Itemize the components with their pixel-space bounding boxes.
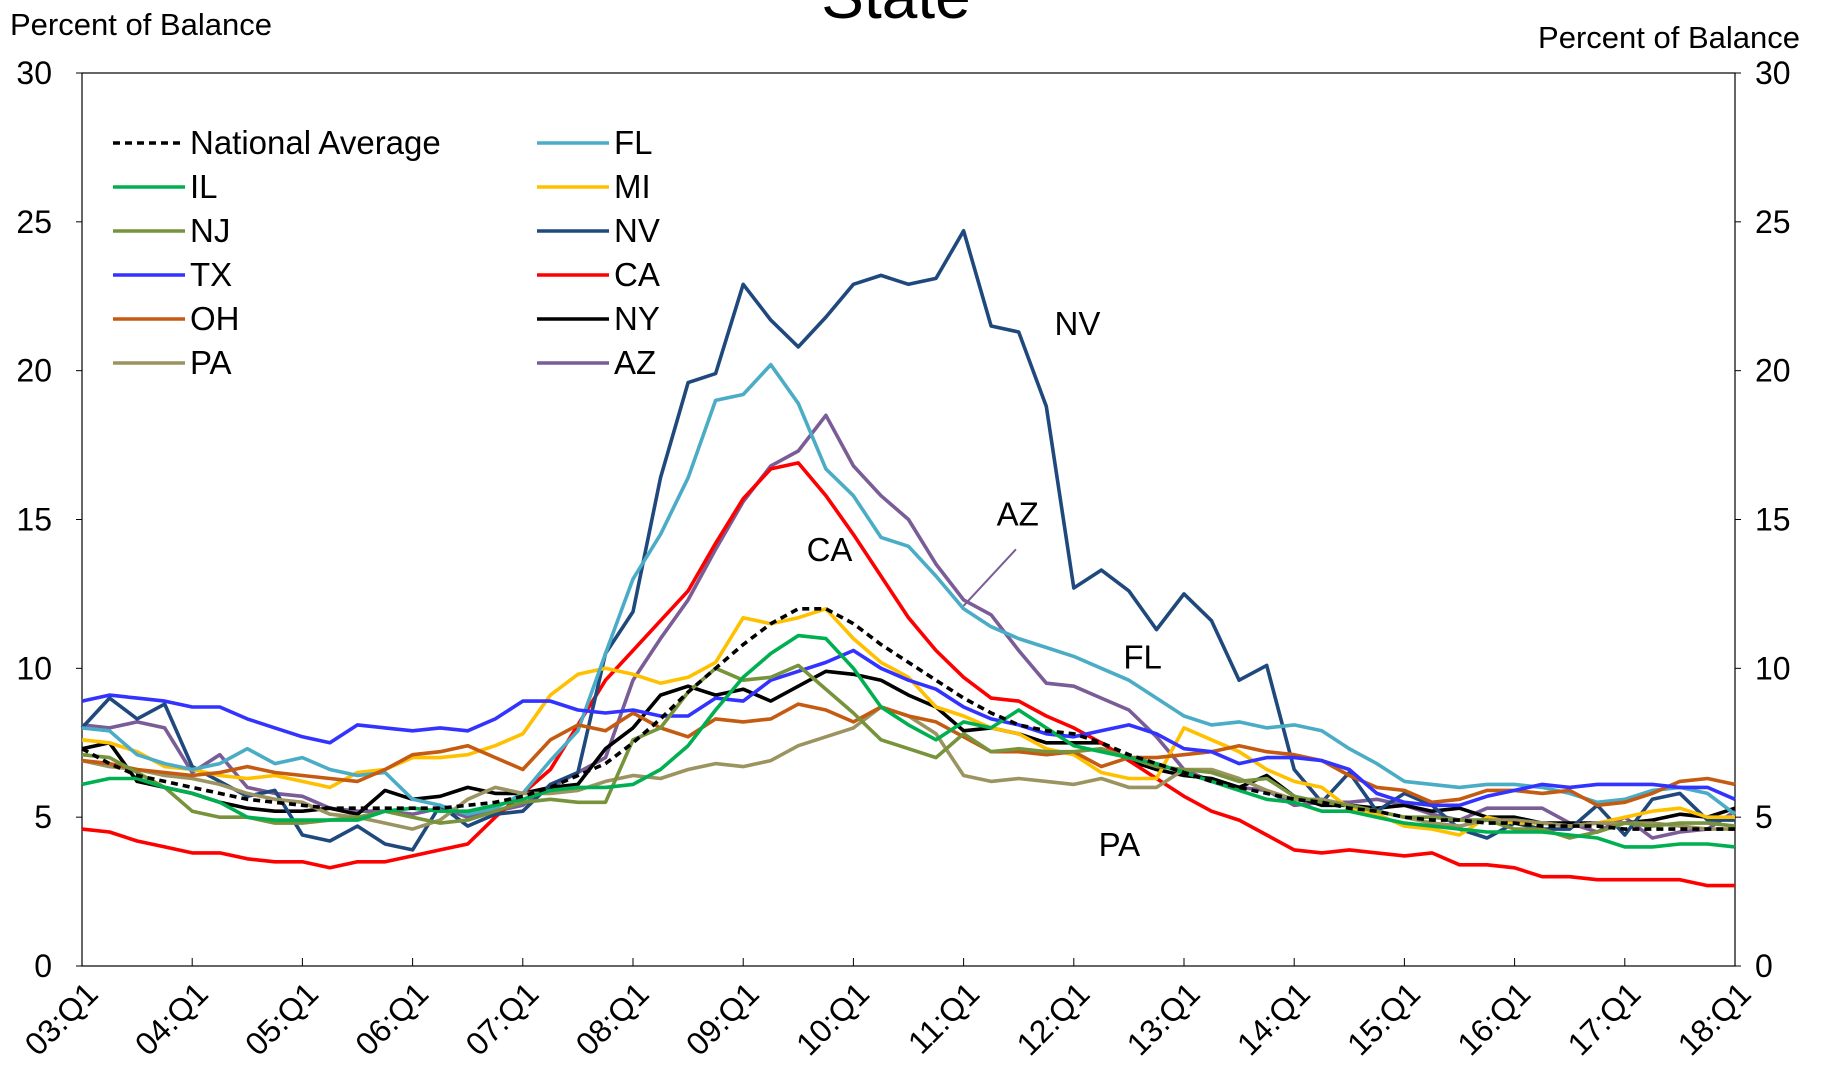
series-line [81,648,1736,808]
y-tick-label: 25 [16,204,52,240]
y2-tick-label: 20 [1755,353,1791,389]
y-tick-label: 15 [16,502,52,538]
annotation: CA [807,531,853,568]
y-tick-label: 10 [16,650,52,686]
series-line [80,229,1735,852]
y2-tick-label: 10 [1755,650,1791,686]
y-tick-label: 30 [16,55,52,91]
series-line [81,669,1736,825]
y2-tick-label: 5 [1755,799,1773,835]
annotation: PA [1099,826,1141,863]
x-tick-label: 05:Q1 [238,975,325,1062]
annotation-leader [962,548,1017,607]
y-tick-label: 0 [34,948,52,984]
x-tick-label: 13:Q1 [1120,975,1207,1062]
legend-label: OH [190,300,240,337]
series-line [81,607,1735,831]
series-line [81,663,1736,840]
y-axis-label: Percent of Balance [10,7,272,42]
x-tick-label: 04:Q1 [128,975,215,1062]
y2-tick-label: 0 [1755,948,1773,984]
x-tick-label: 17:Q1 [1560,975,1647,1062]
x-tick-label: 12:Q1 [1009,975,1096,1062]
x-tick-label: 16:Q1 [1450,975,1537,1062]
y2-tick-label: 15 [1755,502,1791,538]
series-line [81,702,1736,808]
series-line [81,461,1735,888]
legend-label: National Average [190,124,441,161]
series-line [81,607,1735,837]
y-tick-label: 20 [16,353,52,389]
y-tick-label: 5 [34,799,52,835]
legend-label: NY [614,300,660,337]
legend-label: IL [190,168,218,205]
x-tick-label: 07:Q1 [458,975,545,1062]
x-tick-label: 09:Q1 [679,975,766,1062]
y2-axis-label: Percent of Balance [1538,20,1800,55]
chart-title: State [821,0,970,32]
x-tick-label: 18:Q1 [1671,975,1758,1062]
x-tick-label: 08:Q1 [569,975,656,1062]
series-line [81,633,1736,849]
x-tick-label: 14:Q1 [1230,975,1317,1062]
x-tick-label: 15:Q1 [1340,975,1427,1062]
legend-label: PA [190,344,232,381]
annotation: AZ [997,495,1039,532]
x-tick-label: 11:Q1 [901,975,986,1060]
annotation: FL [1123,638,1162,675]
legend-label: AZ [614,344,656,381]
y2-tick-label: 30 [1755,55,1791,91]
legend-label: NV [614,212,660,249]
x-tick-label: 03:Q1 [18,975,105,1062]
legend-label: TX [190,256,232,293]
legend: National Average IL NJ TX OH PA FL MI NV CA NY AZ [113,124,660,381]
series-line [81,362,1737,816]
x-tick-label: 06:Q1 [348,975,435,1062]
legend-label: MI [614,168,651,205]
x-tick-label: 10:Q1 [789,975,876,1062]
legend-label: FL [614,124,653,161]
legend-label: CA [614,256,660,293]
y2-tick-label: 25 [1755,204,1791,240]
series-line [81,413,1736,840]
legend-label: NJ [190,212,230,249]
annotation: NV [1055,305,1101,342]
